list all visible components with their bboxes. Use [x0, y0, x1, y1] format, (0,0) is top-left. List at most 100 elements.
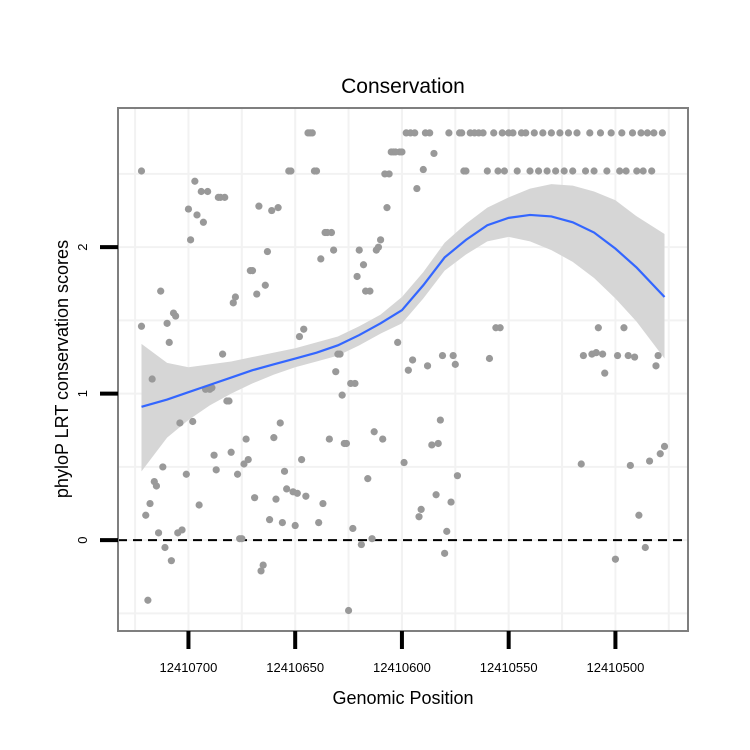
data-point: [227, 448, 235, 456]
data-point: [351, 379, 359, 388]
data-point: [225, 397, 233, 405]
data-point: [432, 491, 440, 499]
data-point: [272, 495, 280, 503]
data-point: [417, 505, 425, 514]
data-point: [332, 368, 340, 376]
smooth-curve: [141, 213, 666, 408]
data-point: [291, 521, 299, 530]
data-point: [159, 463, 167, 471]
data-point: [547, 129, 555, 137]
data-point: [195, 501, 203, 509]
data-point: [278, 518, 286, 527]
data-point: [404, 366, 412, 374]
data-point: [573, 129, 581, 137]
data-point: [178, 526, 186, 534]
data-point: [161, 543, 169, 552]
data-point: [639, 167, 647, 175]
confidence-ribbon-layer: [141, 184, 665, 472]
data-point: [251, 494, 259, 502]
data-point: [594, 324, 602, 332]
data-point: [295, 332, 304, 341]
data-point: [650, 129, 658, 137]
data-point: [219, 350, 227, 358]
data-point: [383, 204, 391, 212]
data-point: [411, 129, 419, 137]
data-point: [631, 353, 639, 361]
x-axis-ticks: 12410700 12410650 12410600 12410550 12410500: [160, 631, 644, 675]
x-tick-label: 12410700: [160, 660, 218, 675]
data-point: [221, 193, 229, 201]
data-point: [652, 362, 660, 370]
x-tick-label: 12410500: [586, 660, 644, 675]
data-point: [312, 167, 321, 175]
data-point: [654, 351, 662, 360]
data-point: [357, 540, 365, 549]
data-point: [485, 354, 494, 363]
data-point: [259, 561, 267, 569]
data-point: [242, 435, 250, 443]
data-point: [660, 442, 669, 451]
data-point: [462, 167, 470, 175]
data-point: [344, 606, 353, 615]
data-points: [137, 129, 669, 615]
data-point: [596, 129, 605, 137]
data-point: [419, 165, 427, 174]
data-point: [500, 167, 509, 175]
data-point: [163, 319, 171, 327]
data-point: [167, 557, 175, 565]
data-point: [302, 492, 310, 500]
data-point: [293, 489, 301, 497]
x-axis-title: Genomic Position: [332, 688, 473, 708]
data-point: [581, 167, 590, 175]
data-point: [658, 129, 666, 137]
data-point: [199, 218, 207, 226]
data-point: [283, 485, 291, 493]
data-point: [366, 287, 374, 295]
data-point: [645, 457, 654, 465]
data-point: [197, 187, 205, 196]
data-point: [208, 384, 216, 392]
data-point: [618, 129, 626, 137]
data-point: [370, 428, 378, 436]
data-point: [144, 596, 152, 604]
data-point: [656, 450, 664, 458]
data-point: [626, 461, 634, 470]
data-point: [607, 129, 615, 137]
data-point: [434, 439, 442, 448]
data-point: [552, 167, 560, 175]
data-point: [146, 499, 154, 508]
data-point: [189, 417, 197, 426]
data-point: [338, 391, 346, 399]
data-point: [212, 466, 220, 474]
data-point: [172, 312, 180, 320]
data-point: [261, 281, 269, 289]
data-point: [611, 555, 620, 563]
data-point: [231, 293, 240, 301]
data-point: [620, 324, 628, 332]
data-point: [336, 350, 344, 358]
data-point: [244, 455, 252, 464]
data-point: [400, 458, 408, 467]
y-tick-label: 1: [75, 390, 90, 397]
data-point: [616, 167, 624, 175]
data-point: [509, 129, 517, 137]
data-point: [453, 472, 462, 480]
data-point: [364, 475, 372, 483]
data-point: [601, 369, 609, 377]
x-tick-label: 12410550: [480, 660, 538, 675]
data-point: [137, 167, 146, 175]
data-point: [315, 518, 323, 527]
data-point: [193, 211, 201, 219]
y-axis-ticks: 0 1 2: [75, 244, 118, 544]
data-point: [628, 129, 637, 137]
data-point: [152, 482, 161, 490]
data-point: [426, 129, 434, 137]
data-point: [300, 325, 308, 333]
data-point: [560, 167, 568, 175]
y-axis-title: phyloP LRT conservation scores: [52, 240, 72, 498]
data-point: [479, 129, 487, 137]
data-point: [257, 567, 265, 575]
data-point: [263, 247, 272, 256]
data-point: [556, 129, 564, 137]
data-point: [157, 287, 165, 295]
